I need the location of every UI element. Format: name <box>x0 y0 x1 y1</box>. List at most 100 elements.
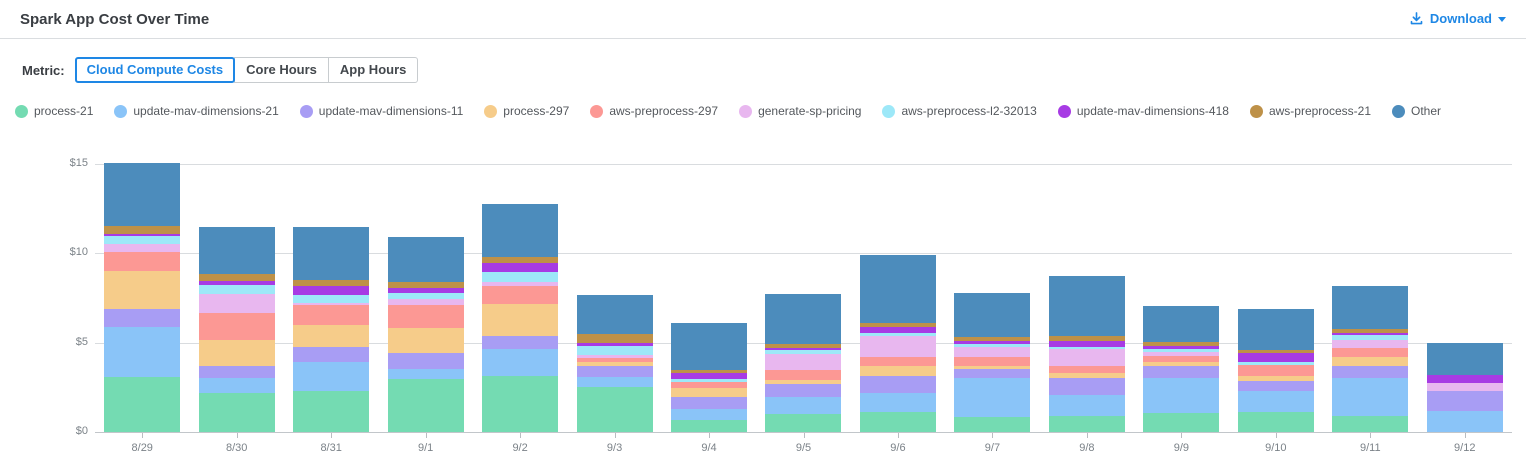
bar-segment-update-mav-dimensions-418[interactable] <box>859 326 936 333</box>
bar-segment-update-mav-dimensions-21[interactable] <box>671 409 748 420</box>
metric-option-core-hours[interactable]: Core Hours <box>234 57 329 83</box>
bar-segment-aws-preprocess-21[interactable] <box>1237 349 1314 354</box>
bar-segment-update-mav-dimensions-21[interactable] <box>954 378 1031 417</box>
bar-segment-aws-preprocess-297[interactable] <box>859 357 936 366</box>
stacked-bar-8-31[interactable] <box>293 226 370 432</box>
legend-item-process-21[interactable]: process-21 <box>15 104 93 118</box>
bar-segment-update-mav-dimensions-418[interactable] <box>765 347 842 351</box>
bar-segment-aws-preprocess-21[interactable] <box>576 333 653 343</box>
bar-segment-other[interactable] <box>671 323 748 370</box>
bar-segment-update-mav-dimensions-21[interactable] <box>1237 390 1314 413</box>
stacked-bar-9-1[interactable] <box>387 237 464 432</box>
bar-segment-aws-preprocess-l2-32013[interactable] <box>198 284 275 294</box>
bar-segment-aws-preprocess-21[interactable] <box>1332 328 1409 333</box>
stacked-bar-9-9[interactable] <box>1143 306 1220 432</box>
bar-segment-aws-preprocess-297[interactable] <box>387 305 464 328</box>
bar-segment-generate-sp-pricing[interactable] <box>1143 352 1220 356</box>
bar-segment-aws-preprocess-21[interactable] <box>671 369 748 373</box>
bar-segment-aws-preprocess-l2-32013[interactable] <box>671 379 748 382</box>
bar-segment-generate-sp-pricing[interactable] <box>576 355 653 359</box>
bar-segment-process-297[interactable] <box>671 387 748 397</box>
bar-segment-generate-sp-pricing[interactable] <box>387 298 464 306</box>
bar-segment-update-mav-dimensions-21[interactable] <box>1048 395 1125 416</box>
bar-segment-process-297[interactable] <box>1143 362 1220 366</box>
bar-segment-generate-sp-pricing[interactable] <box>198 293 275 314</box>
stacked-bar-9-2[interactable] <box>482 204 559 432</box>
bar-segment-update-mav-dimensions-21[interactable] <box>482 348 559 376</box>
bar-segment-update-mav-dimensions-418[interactable] <box>104 233 181 236</box>
bar-segment-aws-preprocess-297[interactable] <box>1237 365 1314 377</box>
bar-segment-generate-sp-pricing[interactable] <box>765 353 842 370</box>
bar-segment-update-mav-dimensions-11[interactable] <box>576 365 653 377</box>
bar-segment-other[interactable] <box>576 295 653 334</box>
bar-segment-update-mav-dimensions-418[interactable] <box>1426 374 1503 383</box>
bar-segment-other[interactable] <box>765 293 842 344</box>
bar-segment-aws-preprocess-l2-32013[interactable] <box>1048 347 1125 349</box>
bar-segment-update-mav-dimensions-21[interactable] <box>1143 377 1220 414</box>
bar-segment-aws-preprocess-297[interactable] <box>482 285 559 305</box>
bar-segment-update-mav-dimensions-418[interactable] <box>671 372 748 380</box>
bar-segment-generate-sp-pricing[interactable] <box>104 243 181 253</box>
bar-segment-update-mav-dimensions-21[interactable] <box>104 326 181 377</box>
stacked-bar-9-6[interactable] <box>859 255 936 432</box>
bar-segment-other[interactable] <box>1237 308 1314 350</box>
bar-segment-update-mav-dimensions-11[interactable] <box>954 368 1031 379</box>
bar-segment-other[interactable] <box>387 237 464 282</box>
bar-segment-update-mav-dimensions-21[interactable] <box>293 362 370 391</box>
bar-segment-aws-preprocess-297[interactable] <box>198 313 275 341</box>
metric-option-app-hours[interactable]: App Hours <box>327 57 419 83</box>
bar-segment-aws-preprocess-21[interactable] <box>859 323 936 327</box>
bar-segment-process-21[interactable] <box>859 412 936 432</box>
bar-segment-process-21[interactable] <box>1143 413 1220 432</box>
bar-segment-process-21[interactable] <box>293 390 370 432</box>
bar-segment-process-21[interactable] <box>576 387 653 432</box>
legend-item-other[interactable]: Other <box>1392 104 1441 118</box>
bar-segment-aws-preprocess-297[interactable] <box>765 369 842 380</box>
bar-segment-update-mav-dimensions-11[interactable] <box>671 396 748 410</box>
bar-segment-update-mav-dimensions-21[interactable] <box>1426 411 1503 432</box>
bar-segment-other[interactable] <box>1426 342 1503 375</box>
bar-segment-aws-preprocess-21[interactable] <box>1143 342 1220 346</box>
bar-segment-aws-preprocess-l2-32013[interactable] <box>1332 335 1409 340</box>
bar-segment-process-297[interactable] <box>293 324 370 348</box>
bar-segment-update-mav-dimensions-418[interactable] <box>198 281 275 285</box>
bar-segment-update-mav-dimensions-21[interactable] <box>859 392 936 413</box>
bar-segment-generate-sp-pricing[interactable] <box>1426 382 1503 391</box>
bar-segment-process-21[interactable] <box>387 379 464 432</box>
bar-segment-aws-preprocess-21[interactable] <box>104 225 181 234</box>
bar-segment-other[interactable] <box>482 204 559 257</box>
bar-segment-update-mav-dimensions-418[interactable] <box>576 342 653 347</box>
bar-segment-process-297[interactable] <box>387 327 464 353</box>
bar-segment-update-mav-dimensions-21[interactable] <box>198 378 275 393</box>
bar-segment-process-297[interactable] <box>104 271 181 309</box>
stacked-bar-9-11[interactable] <box>1332 285 1409 432</box>
bar-segment-other[interactable] <box>198 226 275 274</box>
bar-segment-generate-sp-pricing[interactable] <box>859 336 936 358</box>
bar-segment-process-297[interactable] <box>576 361 653 366</box>
bar-segment-update-mav-dimensions-11[interactable] <box>1048 377 1125 396</box>
bar-segment-other[interactable] <box>1332 285 1409 329</box>
bar-segment-aws-preprocess-l2-32013[interactable] <box>1237 361 1314 366</box>
legend-item-aws-preprocess-297[interactable]: aws-preprocess-297 <box>590 104 718 118</box>
bar-segment-aws-preprocess-21[interactable] <box>293 280 370 287</box>
bar-segment-aws-preprocess-21[interactable] <box>198 273 275 282</box>
bar-segment-update-mav-dimensions-418[interactable] <box>1143 345 1220 349</box>
bar-segment-update-mav-dimensions-11[interactable] <box>104 308 181 327</box>
bar-segment-process-297[interactable] <box>1048 373 1125 378</box>
bar-segment-aws-preprocess-297[interactable] <box>1048 365 1125 374</box>
bar-segment-other[interactable] <box>954 292 1031 338</box>
stacked-bar-8-30[interactable] <box>198 226 275 432</box>
bar-segment-other[interactable] <box>104 163 181 226</box>
legend-item-update-mav-dimensions-11[interactable]: update-mav-dimensions-11 <box>299 104 463 118</box>
bar-segment-update-mav-dimensions-11[interactable] <box>198 365 275 379</box>
bar-segment-process-297[interactable] <box>1237 376 1314 381</box>
bar-segment-aws-preprocess-297[interactable] <box>1143 355 1220 363</box>
bar-segment-update-mav-dimensions-11[interactable] <box>1332 365 1409 378</box>
bar-segment-aws-preprocess-l2-32013[interactable] <box>859 332 936 337</box>
bar-segment-update-mav-dimensions-11[interactable] <box>765 383 842 398</box>
bar-segment-process-21[interactable] <box>765 414 842 432</box>
bar-segment-process-21[interactable] <box>198 392 275 432</box>
bar-segment-generate-sp-pricing[interactable] <box>482 281 559 286</box>
bar-segment-aws-preprocess-l2-32013[interactable] <box>1143 348 1220 353</box>
bar-segment-process-297[interactable] <box>765 379 842 384</box>
